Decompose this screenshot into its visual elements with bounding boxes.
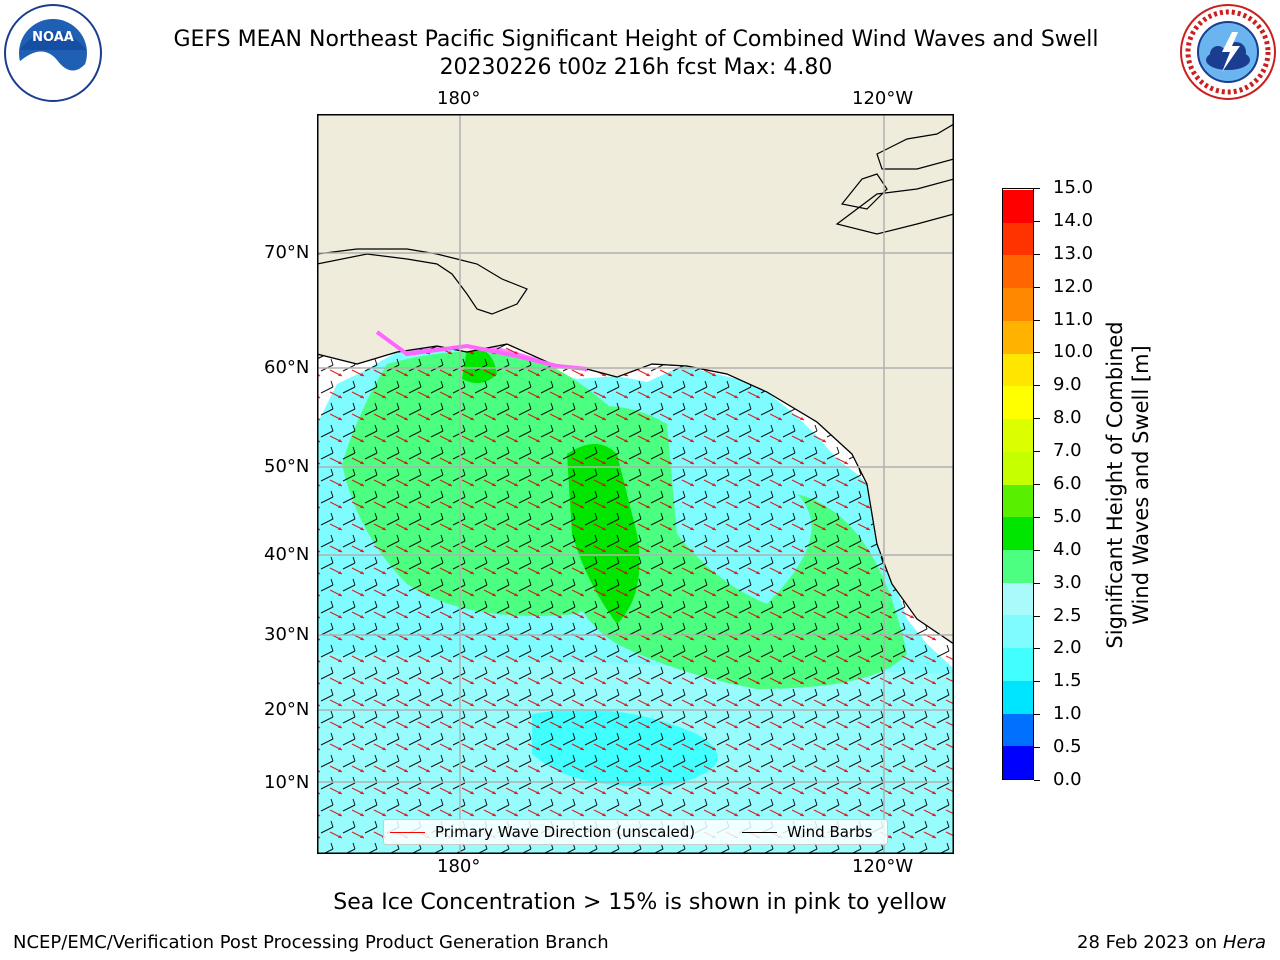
- colorbar-tick-mark: [1034, 319, 1040, 321]
- colorbar-tick-mark: [1034, 681, 1040, 683]
- colorbar-title-line1: Significant Height of Combined: [1103, 321, 1127, 649]
- lat-tick-20n: 20°N: [264, 699, 310, 720]
- colorbar-segment: [1003, 418, 1033, 452]
- colorbar-tick-label: 14.0: [1053, 209, 1094, 231]
- nws-logo-icon: [1180, 4, 1276, 100]
- map-gridlines: [317, 114, 954, 854]
- wind-barbs-legend-line: [742, 831, 777, 833]
- colorbar-tick-label: 12.0: [1053, 275, 1094, 297]
- colorbar-tick-mark: [1034, 714, 1040, 716]
- colorbar-tick-label: 6.0: [1053, 473, 1082, 494]
- colorbar-tick-label: 5.0: [1053, 505, 1082, 527]
- colorbar-tick-mark: [1034, 385, 1040, 387]
- colorbar-title-line2: Wind Waves and Swell [m]: [1129, 345, 1153, 625]
- colorbar-segment: [1003, 222, 1033, 256]
- colorbar-tick-label: 1.5: [1053, 670, 1082, 692]
- lat-tick-40n: 40°N: [264, 544, 310, 565]
- footer-host: Hera: [1222, 932, 1266, 953]
- colorbar-tick-mark: [1034, 418, 1040, 420]
- lat-tick-10n: 10°N: [264, 772, 310, 793]
- colorbar-segment: [1003, 713, 1033, 747]
- colorbar-segment: [1003, 320, 1033, 354]
- colorbar-tick-label: 9.0: [1053, 374, 1082, 396]
- colorbar-segment: [1003, 484, 1033, 518]
- colorbar-segment: [1003, 516, 1033, 550]
- lat-tick-60n: 60°N: [264, 357, 310, 378]
- colorbar-title: Significant Height of Combined Wind Wave…: [1102, 321, 1154, 648]
- sea-ice-note: Sea Ice Concentration > 15% is shown in …: [333, 890, 947, 915]
- colorbar-tick-mark: [1034, 484, 1040, 485]
- footer-date: 28 Feb 2023 on: [1077, 932, 1218, 953]
- colorbar-segment: [1003, 287, 1033, 321]
- colorbar-tick-mark: [1034, 220, 1040, 222]
- lat-tick-50n: 50°N: [264, 456, 310, 477]
- colorbar-tick-mark: [1034, 747, 1040, 749]
- chart-subtitle: 20230226 t00z 216h fcst Max: 4.80: [439, 55, 833, 80]
- colorbar-tick-label: 13.0: [1053, 242, 1094, 264]
- colorbar-tick-label: 2.5: [1053, 604, 1082, 626]
- colorbar-tick-label: 4.0: [1053, 538, 1082, 560]
- colorbar-segment: [1003, 189, 1033, 223]
- colorbar-tick-mark: [1034, 648, 1040, 650]
- colorbar-tick-mark: [1034, 352, 1040, 354]
- wind-barbs-legend-label: Wind Barbs: [787, 823, 873, 841]
- colorbar-tick-mark: [1034, 615, 1040, 617]
- colorbar-segment: [1003, 582, 1033, 616]
- colorbar: [1002, 188, 1034, 780]
- colorbar-segment: [1003, 549, 1033, 583]
- colorbar-segment: [1003, 745, 1033, 779]
- colorbar-tick-label: 10.0: [1053, 341, 1094, 363]
- colorbar-tick-mark: [1034, 253, 1040, 255]
- footer-branch: NCEP/EMC/Verification Post Processing Pr…: [13, 932, 609, 953]
- lat-tick-70n: 70°N: [264, 242, 310, 263]
- colorbar-segment: [1003, 614, 1033, 649]
- colorbar-tick-label: 8.0: [1053, 407, 1082, 429]
- colorbar-tick-mark: [1034, 188, 1040, 189]
- colorbar-tick-label: 7.0: [1053, 440, 1082, 462]
- lon-tick-top-120w: 120°W: [852, 88, 914, 109]
- lon-tick-bottom-180: 180°: [437, 856, 481, 877]
- lon-tick-top-180: 180°: [437, 88, 481, 109]
- colorbar-tick-label: 11.0: [1053, 308, 1094, 330]
- colorbar-tick-label: 2.0: [1053, 637, 1082, 659]
- colorbar-tick-mark: [1034, 286, 1040, 288]
- lon-tick-bottom-120w: 120°W: [852, 856, 914, 877]
- colorbar-segment: [1003, 647, 1033, 681]
- wave-direction-legend-line: [390, 831, 425, 833]
- colorbar-tick-mark: [1034, 516, 1040, 518]
- footer-date-host: 28 Feb 2023 on Hera: [1077, 932, 1266, 953]
- noaa-logo-text: NOAA: [32, 30, 74, 45]
- colorbar-segment: [1003, 353, 1033, 387]
- colorbar-tick-label: 15.0: [1053, 177, 1094, 198]
- colorbar-tick-label: 1.0: [1053, 703, 1082, 725]
- map-legend: Primary Wave Direction (unscaled) Wind B…: [383, 819, 888, 845]
- colorbar-tick-label: 0.0: [1053, 769, 1082, 790]
- lat-tick-30n: 30°N: [264, 624, 310, 645]
- colorbar-tick-mark: [1034, 549, 1040, 551]
- colorbar-segment: [1003, 385, 1033, 420]
- noaa-logo-icon: NOAA: [4, 4, 102, 102]
- colorbar-tick-mark: [1034, 582, 1040, 584]
- colorbar-segment: [1003, 680, 1033, 714]
- colorbar-segment: [1003, 451, 1033, 485]
- colorbar-tick-label: 3.0: [1053, 571, 1082, 593]
- colorbar-tick-mark: [1034, 451, 1040, 453]
- colorbar-tick-label: 0.5: [1053, 736, 1082, 758]
- wave-height-map: [317, 114, 954, 854]
- wave-direction-legend-label: Primary Wave Direction (unscaled): [435, 823, 696, 841]
- colorbar-segment: [1003, 254, 1033, 289]
- colorbar-tick-mark: [1034, 780, 1040, 781]
- chart-title: GEFS MEAN Northeast Pacific Significant …: [173, 27, 1099, 52]
